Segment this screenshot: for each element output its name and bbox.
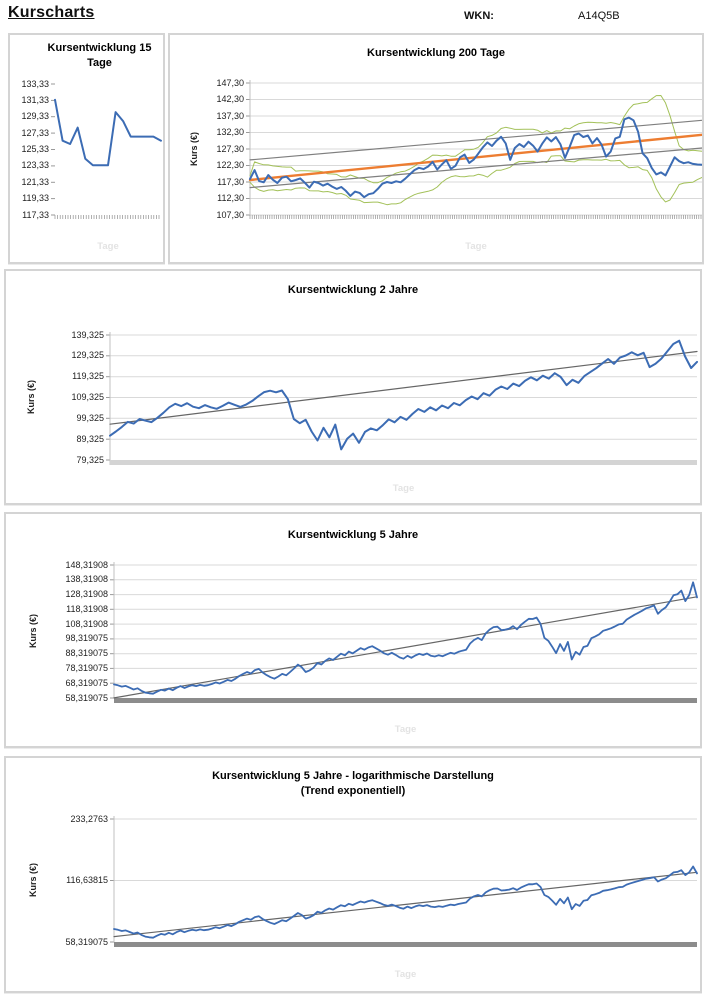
y-tick-label: 129,33 [21,111,49,122]
chart-panel-5-jahre: Kursentwicklung 5 Jahre Kurs (€) 148,319… [4,512,702,748]
chart-title-2-jahre: Kursentwicklung 2 Jahre [287,284,419,296]
x-axis-title-tage: Tage [394,724,417,735]
y-tick-label: 112,30 [217,193,244,203]
y-tick-label: 137,30 [216,110,244,121]
y-tick-label: 139,325 [71,329,104,340]
y-tick-label: 128,31908 [65,589,108,600]
wkn-label: WKN: [464,10,494,22]
y-tick-label: 127,30 [216,143,244,154]
chart-area-2-jahre: 139,325 129,325 119,325 109,325 99,325 89,325… [6,271,700,503]
y-tick-label: 68,319075 [65,677,108,688]
y-tick-label: 132,30 [216,127,244,137]
y-tick-label: 108,31908 [65,618,108,629]
y-tick-label: 127,33 [21,127,49,138]
y-tick-label: 138,31908 [65,574,108,585]
y-tick-label: 147,30 [216,77,244,88]
y-tick-label: 119,325 [72,371,104,382]
y-tick-label: 133,33 [21,78,49,89]
y-tick-label: 117,30 [217,176,244,187]
x-axis-title-tage: Tage [394,969,417,980]
y-tick-label: 78,319075 [65,662,108,673]
y-tick-label: 123,33 [21,160,49,171]
y-tick-label: 107,30 [216,209,244,220]
chart-panel-15-tage: Kursentwicklung 15 Tage 133,33 131,33 129,… [8,33,165,264]
y-tick-label: 99,325 [76,412,104,423]
page-title: Kurscharts [8,4,95,21]
chart-title-5-jahre-log-line2: (Trend exponentiell) [300,785,406,797]
y-tick-label: 125,33 [21,144,49,154]
chart-title-200-tage: Kursentwicklung 200 Tage [367,47,505,59]
x-axis-title-tage: Tage [392,483,415,494]
y-tick-label: 88,319075 [65,648,108,659]
x-axis-title-tage: Tage [465,241,487,252]
y-tick-label: 116,63815 [66,875,108,885]
chart-title-5-jahre: Kursentwicklung 5 Jahre [287,529,419,541]
chart-panel-200-tage: Kursentwicklung 200 Tage Kurs (€) 147,30… [168,33,704,264]
chart-area-15-tage: 133,33 131,33 129,33 127,33 125,33 123,33 121,… [10,35,163,262]
x-axis-title-tage: Tage [97,241,119,252]
y-tick-label: 109,325 [71,392,104,402]
y-tick-label: 79,325 [76,454,104,465]
wkn-value: A14Q5B [578,10,620,22]
chart-area-5-jahre-log: 233,2763 116,63815 58,319075 Tage [6,758,700,991]
chart-panel-5-jahre-log: Kursentwicklung 5 Jahre - logarithmische… [4,756,702,993]
chart-title-15-tage-line2: Tage [87,57,112,69]
chart-panel-2-jahre: Kursentwicklung 2 Jahre Kurs (€) 139,325… [4,269,702,505]
y-tick-label: 122,30 [216,160,244,170]
y-tick-label: 119,33 [22,193,49,204]
y-tick-label: 58,319075 [65,936,108,947]
y-tick-label: 142,30 [216,94,244,104]
y-tick-label: 117,33 [22,209,49,220]
y-tick-label: 129,325 [71,350,104,361]
y-tick-label: 58,319075 [65,692,108,703]
y-tick-label: 121,33 [21,176,49,187]
y-tick-label: 233,2763 [70,813,108,824]
chart-title-15-tage-line1: Kursentwicklung 15 [47,42,152,54]
y-tick-label: 131,33 [21,94,49,105]
y-tick-label: 118,31908 [66,603,108,614]
chart-title-5-jahre-log-line1: Kursentwicklung 5 Jahre - logarithmische… [212,770,494,782]
y-tick-label: 148,31908 [65,559,108,570]
chart-area-5-jahre: 148,31908 138,31908 128,31908 118,31908 108,… [6,514,700,746]
y-tick-label: 98,319075 [65,633,108,644]
y-tick-label: 89,325 [76,433,104,444]
chart-area-200-tage: 147,30 142,30 137,30 132,30 127,30 122,30 117,… [170,35,702,262]
